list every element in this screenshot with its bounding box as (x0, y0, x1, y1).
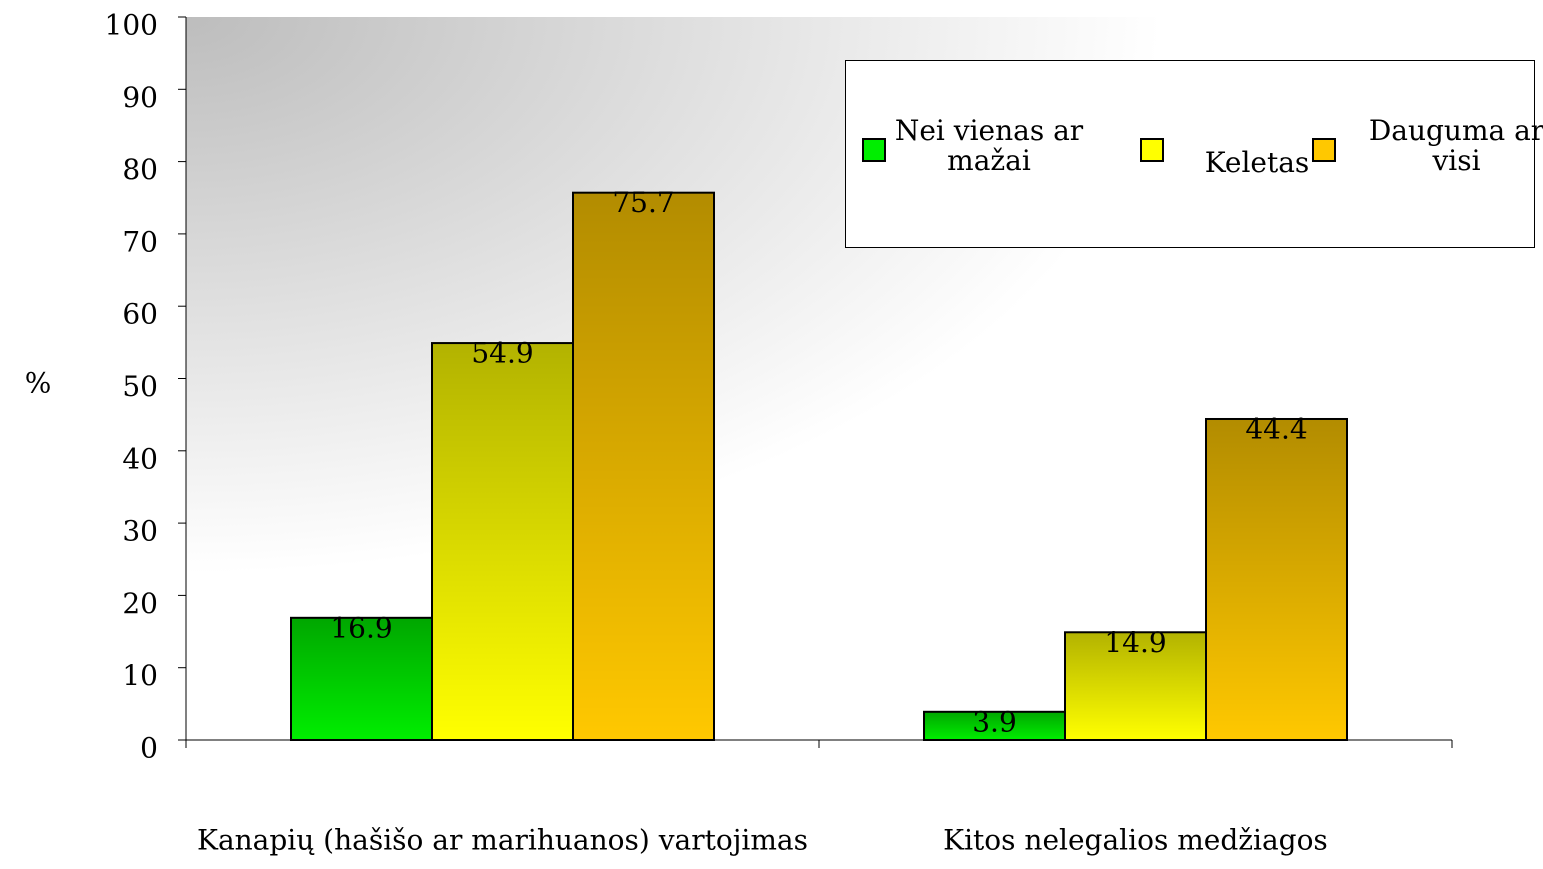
bar-shade (1206, 418, 1347, 740)
legend-item: Nei vienas ar mažai (862, 116, 1084, 176)
x-tick-label: Kanapių (hašišo ar marihuanos) vartojima… (197, 824, 808, 857)
legend-label: Nei vienas ar mažai (894, 114, 1084, 177)
legend-item: Keletas (1140, 116, 1342, 178)
legend-swatch (1140, 138, 1164, 162)
y-tick-label: 60 (122, 298, 158, 331)
y-tick-label: 30 (122, 515, 158, 548)
y-tick-label: 90 (122, 81, 158, 114)
bar-shade (573, 192, 714, 741)
y-tick-label: 0 (140, 732, 158, 765)
bar-shade (432, 343, 573, 740)
data-label: 75.7 (612, 186, 674, 219)
data-label: 14.9 (1104, 626, 1166, 659)
y-tick-label: 40 (122, 442, 158, 475)
data-label: 3.9 (972, 705, 1017, 738)
y-tick-label: 80 (122, 153, 158, 186)
legend: Nei vienas ar mažai Keletas Dauguma ar vis… (845, 60, 1543, 248)
y-tick-label: 10 (122, 659, 158, 692)
data-label: 54.9 (471, 337, 533, 370)
y-tick-label: 100 (105, 9, 158, 42)
y-tick-label: 20 (122, 587, 158, 620)
bar-shade (924, 711, 1065, 740)
legend-swatch (862, 138, 886, 162)
data-label: 44.4 (1245, 412, 1307, 445)
y-tick-label: 50 (122, 370, 158, 403)
legend-item: Dauguma ar visi (1312, 116, 1543, 176)
legend-label: Dauguma ar visi (1368, 114, 1543, 177)
data-label: 16.9 (330, 611, 392, 644)
legend-label: Keletas (1204, 146, 1310, 179)
y-tick-label: 70 (122, 225, 158, 258)
x-tick-label: Kitos nelegalios medžiagos (943, 824, 1328, 857)
legend-swatch (1312, 138, 1336, 162)
y-axis-label: % (25, 367, 52, 400)
bar-shade (1065, 632, 1206, 740)
bar-shade (291, 617, 432, 740)
